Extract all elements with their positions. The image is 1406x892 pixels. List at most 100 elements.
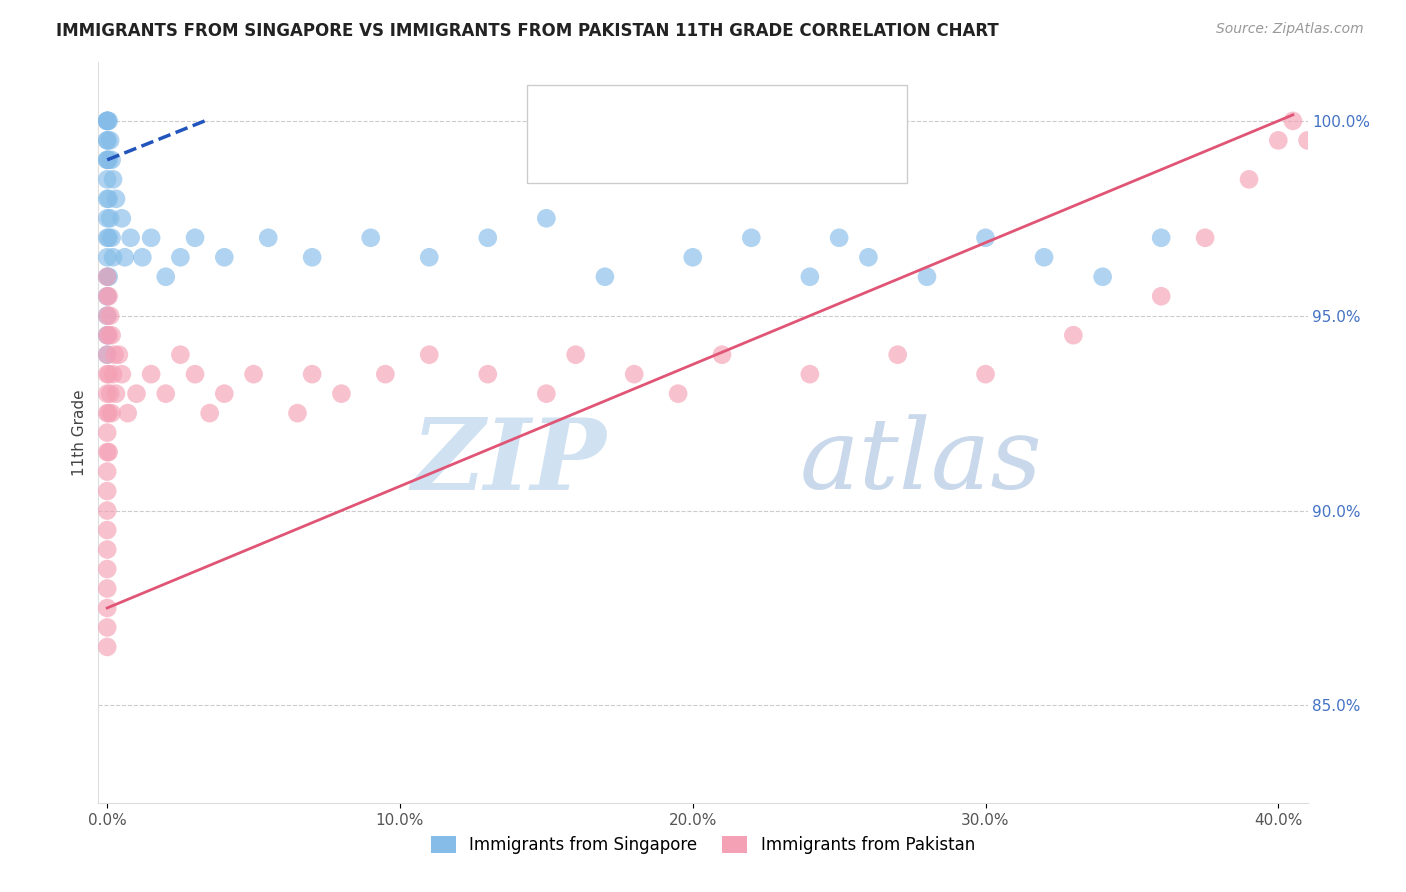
- Point: [101, 367, 124, 381]
- Point: [974, 231, 997, 245]
- Point: [169, 250, 191, 264]
- Point: [330, 386, 353, 401]
- Point: [96, 114, 118, 128]
- Point: [111, 211, 134, 226]
- Point: [101, 250, 124, 264]
- Point: [96, 465, 118, 479]
- Point: [1033, 250, 1056, 264]
- Point: [1237, 172, 1260, 186]
- Point: [1091, 269, 1114, 284]
- Point: [418, 348, 440, 362]
- Point: [97, 445, 120, 459]
- Point: [242, 367, 264, 381]
- Point: [198, 406, 221, 420]
- Point: [98, 386, 121, 401]
- Point: [155, 386, 177, 401]
- Point: [96, 386, 118, 401]
- Point: [96, 153, 118, 167]
- Point: [96, 289, 118, 303]
- Point: [828, 231, 851, 245]
- Point: [1062, 328, 1084, 343]
- Point: [100, 328, 122, 343]
- Point: [974, 367, 997, 381]
- Point: [915, 269, 938, 284]
- Point: [97, 367, 120, 381]
- Point: [96, 601, 118, 615]
- Point: [117, 406, 139, 420]
- Point: [96, 348, 118, 362]
- Point: [96, 153, 118, 167]
- Point: [214, 250, 236, 264]
- Point: [477, 367, 499, 381]
- Point: [96, 620, 118, 634]
- Point: [257, 231, 280, 245]
- Point: [98, 309, 121, 323]
- Point: [96, 328, 118, 343]
- Point: [97, 231, 120, 245]
- Point: [98, 133, 121, 147]
- Point: [96, 523, 118, 537]
- Point: [214, 386, 236, 401]
- Point: [886, 348, 908, 362]
- Point: [96, 250, 118, 264]
- Point: [96, 269, 118, 284]
- Point: [96, 211, 118, 226]
- Point: [97, 114, 120, 128]
- Point: [96, 172, 118, 186]
- Point: [287, 406, 309, 420]
- Point: [184, 367, 207, 381]
- Point: [114, 250, 136, 264]
- Point: [100, 406, 122, 420]
- Legend: Immigrants from Singapore, Immigrants from Pakistan: Immigrants from Singapore, Immigrants fr…: [425, 830, 981, 861]
- Point: [97, 289, 120, 303]
- Point: [98, 211, 121, 226]
- Point: [536, 211, 558, 226]
- Point: [139, 367, 162, 381]
- Point: [96, 133, 118, 147]
- Point: [97, 192, 120, 206]
- Point: [97, 269, 120, 284]
- Point: [477, 231, 499, 245]
- Point: [96, 484, 118, 499]
- Point: [131, 250, 153, 264]
- Point: [101, 172, 124, 186]
- Point: [96, 542, 118, 557]
- Point: [96, 269, 118, 284]
- Point: [169, 348, 191, 362]
- Point: [139, 231, 162, 245]
- Point: [125, 386, 148, 401]
- Text: ZIP: ZIP: [412, 414, 606, 510]
- Point: [96, 114, 118, 128]
- Point: [96, 367, 118, 381]
- Point: [536, 386, 558, 401]
- Point: [108, 348, 131, 362]
- Text: IMMIGRANTS FROM SINGAPORE VS IMMIGRANTS FROM PAKISTAN 11TH GRADE CORRELATION CHA: IMMIGRANTS FROM SINGAPORE VS IMMIGRANTS …: [56, 22, 1000, 40]
- Point: [96, 445, 118, 459]
- Point: [1326, 153, 1348, 167]
- Point: [360, 231, 382, 245]
- Point: [96, 133, 118, 147]
- Point: [1150, 231, 1173, 245]
- Point: [799, 269, 821, 284]
- Point: [96, 640, 118, 654]
- Point: [96, 309, 118, 323]
- Point: [418, 250, 440, 264]
- Point: [682, 250, 704, 264]
- Point: [104, 386, 127, 401]
- Point: [96, 562, 118, 576]
- Point: [103, 348, 125, 362]
- Point: [301, 250, 323, 264]
- Point: [96, 348, 118, 362]
- Point: [184, 231, 207, 245]
- Point: [96, 231, 118, 245]
- Point: [301, 367, 323, 381]
- Y-axis label: 11th Grade: 11th Grade: [72, 389, 87, 476]
- Point: [1355, 172, 1378, 186]
- Point: [96, 289, 118, 303]
- Point: [96, 582, 118, 596]
- Point: [96, 503, 118, 517]
- Text: atlas: atlas: [800, 415, 1042, 510]
- Point: [1267, 133, 1289, 147]
- Point: [97, 328, 120, 343]
- Point: [96, 192, 118, 206]
